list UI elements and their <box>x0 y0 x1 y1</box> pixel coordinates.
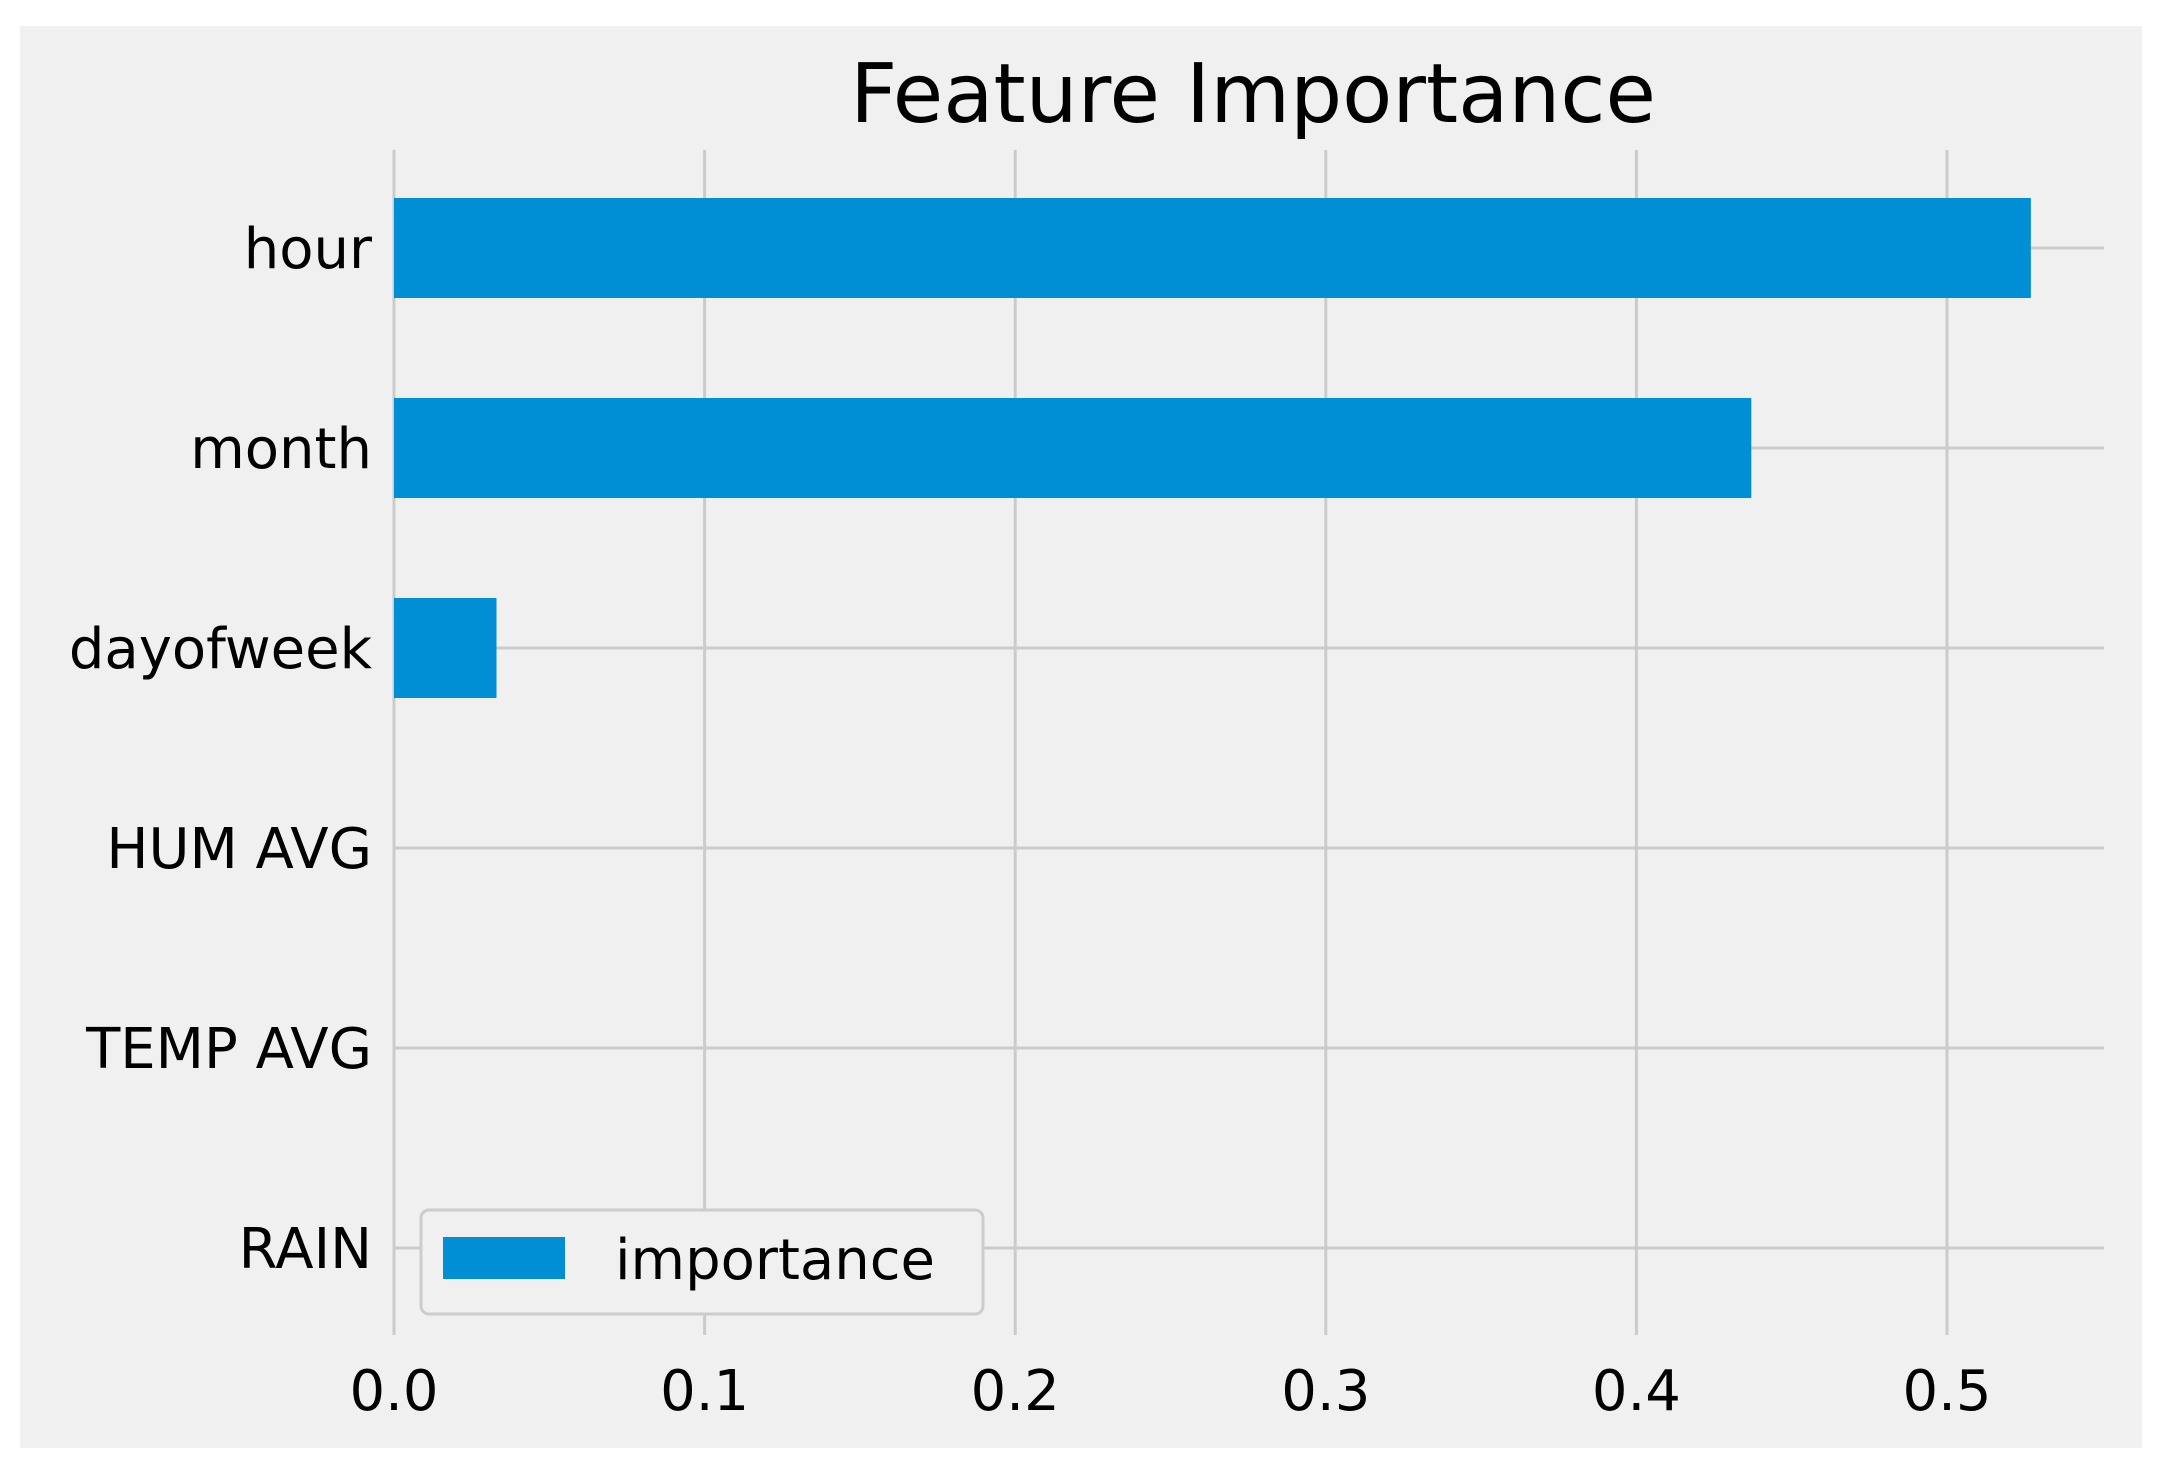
x-tick-label: 0.2 <box>971 1359 1060 1424</box>
bar-hour <box>394 198 2031 298</box>
legend: importance <box>419 1208 985 1316</box>
y-tick-label: dayofweek <box>69 617 373 682</box>
x-tick-label: 0.0 <box>349 1359 438 1424</box>
y-tick-label: RAIN <box>239 1217 372 1282</box>
bars <box>394 198 2031 698</box>
y-tick-label: month <box>190 417 372 482</box>
x-tick-label: 0.1 <box>660 1359 749 1424</box>
bar-dayofweek <box>394 598 497 698</box>
legend-frame <box>419 1208 985 1316</box>
legend-label-importance: importance <box>615 1228 935 1293</box>
y-tick-label: hour <box>244 217 373 282</box>
y-tick-label: TEMP AVG <box>85 1017 372 1082</box>
x-tick-label: 0.5 <box>1902 1359 1991 1424</box>
chart-title: Feature Importance <box>850 47 1656 142</box>
y-tick-labels: hour month dayofweek HUM AVG TEMP AVG RAIN <box>69 217 373 1282</box>
legend-swatch <box>443 1237 565 1279</box>
bar-month <box>394 398 1752 498</box>
x-tick-labels: 0.0 0.1 0.2 0.3 0.4 0.5 <box>349 1359 1991 1424</box>
x-tick-label: 0.4 <box>1592 1359 1681 1424</box>
x-tick-label: 0.3 <box>1281 1359 1370 1424</box>
y-tick-label: HUM AVG <box>106 817 372 882</box>
